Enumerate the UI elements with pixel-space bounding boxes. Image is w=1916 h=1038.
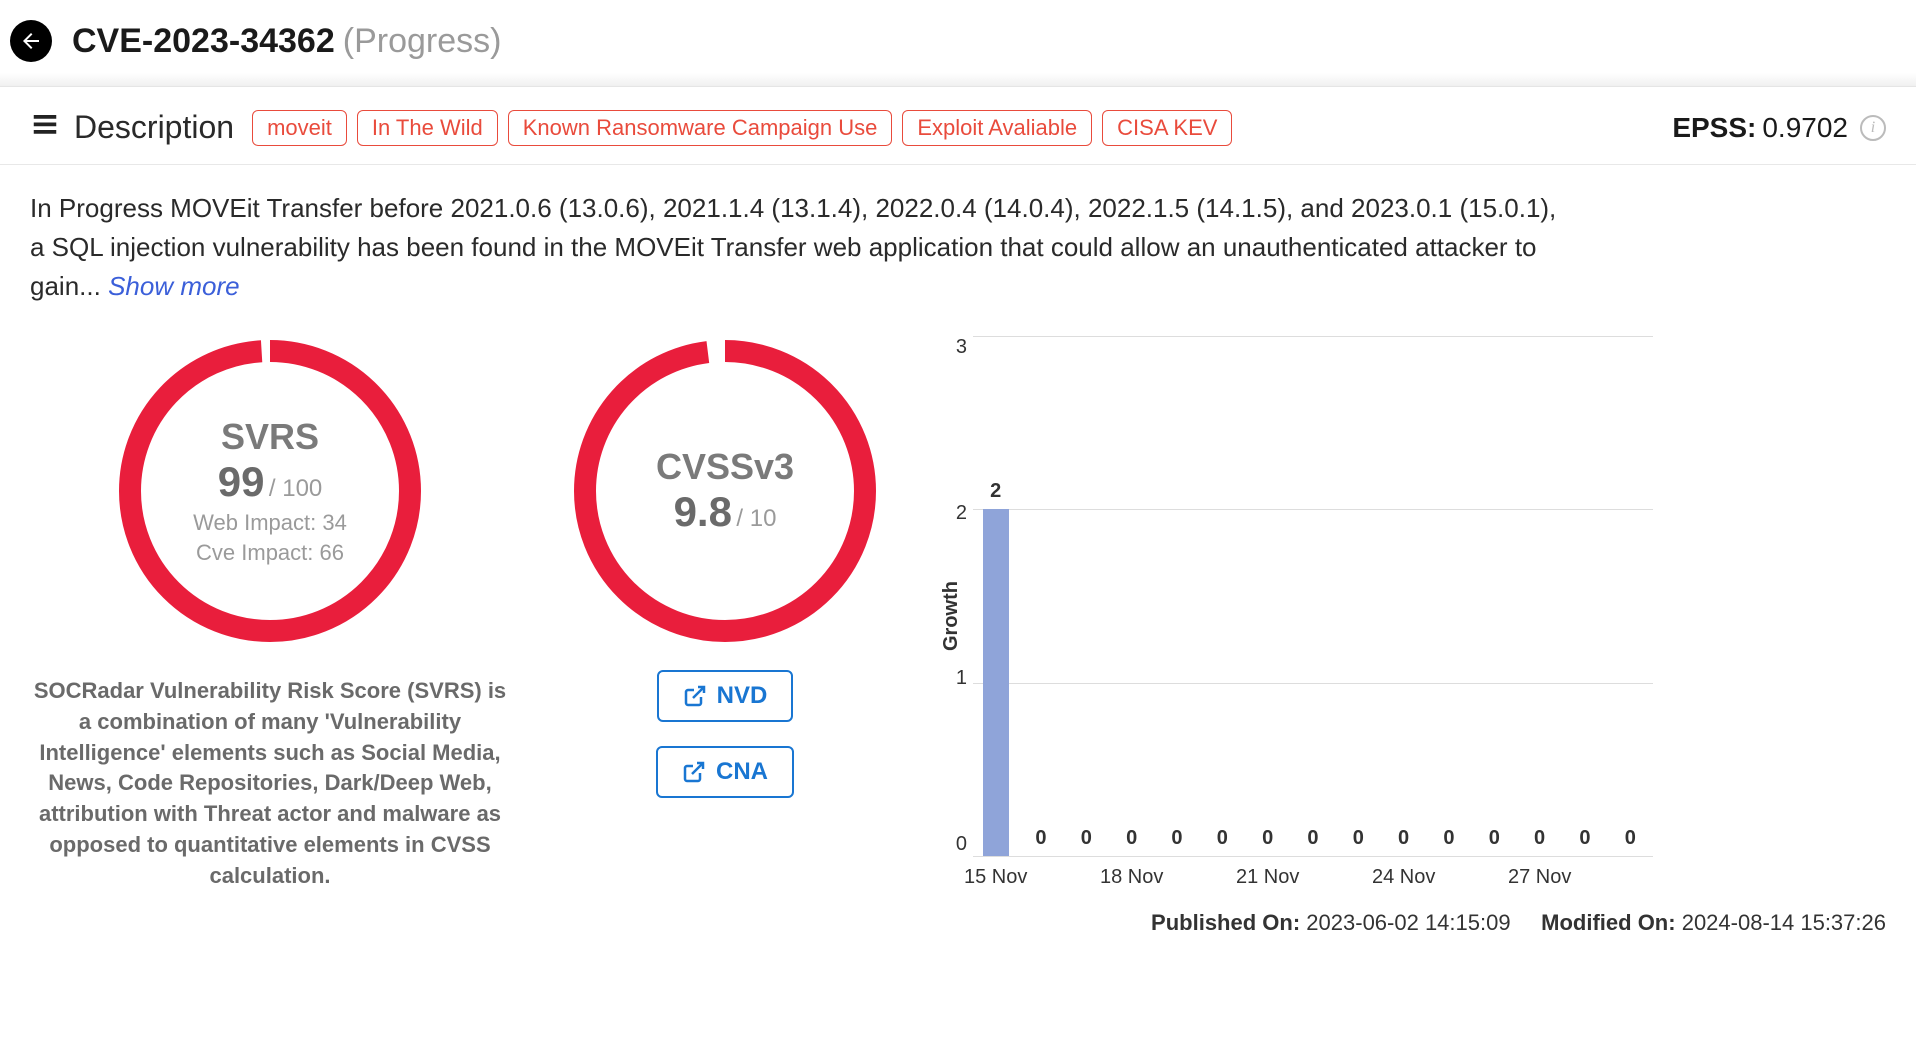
bar-slot: 0 (1064, 336, 1109, 856)
bar-value-label: 0 (1625, 827, 1636, 850)
bar-value-label: 0 (1217, 827, 1228, 850)
svrs-cve-impact: Cve Impact: 66 (196, 540, 344, 566)
bar-value-label: 0 (1035, 827, 1046, 850)
bar-slot: 0 (1608, 336, 1653, 856)
cve-vendor: (Progress) (343, 22, 502, 61)
cvss-title: CVSSv3 (656, 446, 794, 488)
bar-slot: 0 (1472, 336, 1517, 856)
bar-value-label: 0 (1126, 827, 1137, 850)
external-link-icon (682, 760, 706, 784)
back-button[interactable] (10, 20, 52, 62)
modified-label: Modified On: (1541, 910, 1675, 935)
modified-value: 2024-08-14 15:37:26 (1682, 910, 1886, 935)
cna-label: CNA (716, 758, 768, 786)
x-tick: 27 Nov (1508, 866, 1571, 889)
bar-slot: 0 (1290, 336, 1335, 856)
svrs-title: SVRS (221, 416, 319, 458)
bar-value-label: 0 (1534, 827, 1545, 850)
bar-value-label: 0 (1579, 827, 1590, 850)
svrs-description: SOCRadar Vulnerability Risk Score (SVRS)… (30, 676, 510, 892)
description-body: In Progress MOVEit Transfer before 2021.… (30, 193, 1556, 301)
bar-slot: 0 (1109, 336, 1154, 856)
description-label: Description (74, 109, 234, 146)
list-icon (30, 110, 60, 145)
external-link-icon (683, 684, 707, 708)
tag[interactable]: Exploit Avaliable (902, 110, 1092, 146)
svrs-column: SVRS 99 / 100 Web Impact: 34 Cve Impact:… (30, 336, 510, 896)
bar-value-label: 0 (1262, 827, 1273, 850)
show-more-link[interactable]: Show more (108, 271, 240, 301)
published-label: Published On: (1151, 910, 1300, 935)
bar-slot: 0 (1154, 336, 1199, 856)
bar-value-label: 0 (1489, 827, 1500, 850)
y-tick: 0 (943, 833, 967, 856)
bar-slot: 0 (1426, 336, 1471, 856)
svrs-value: 99 (218, 458, 265, 505)
published-value: 2023-06-02 14:15:09 (1306, 910, 1510, 935)
bar-value-label: 0 (1398, 827, 1409, 850)
tag[interactable]: Known Ransomware Campaign Use (508, 110, 893, 146)
svrs-web-impact: Web Impact: 34 (193, 510, 347, 536)
x-tick: 21 Nov (1236, 866, 1299, 889)
bar-slot: 0 (1018, 336, 1063, 856)
bar-slot: 0 (1336, 336, 1381, 856)
nvd-label: NVD (717, 682, 768, 710)
bar-value-label: 0 (1081, 827, 1092, 850)
tag[interactable]: In The Wild (357, 110, 498, 146)
bar-slot: 0 (1381, 336, 1426, 856)
svrs-gauge: SVRS 99 / 100 Web Impact: 34 Cve Impact:… (115, 336, 425, 646)
bar-value-label: 2 (990, 480, 1001, 503)
chart-plot: 3210 200000000000000 15 Nov18 Nov21 Nov2… (973, 336, 1653, 896)
arrow-left-icon (19, 29, 43, 53)
info-icon[interactable]: i (1860, 115, 1886, 141)
x-tick: 15 Nov (964, 866, 1027, 889)
publication-dates: Published On: 2023-06-02 14:15:09 Modifi… (1151, 910, 1886, 936)
tag[interactable]: moveit (252, 110, 347, 146)
x-tick: 18 Nov (1100, 866, 1163, 889)
bar (983, 509, 1009, 856)
cna-link[interactable]: CNA (656, 746, 794, 798)
epss-label: EPSS: (1672, 112, 1756, 144)
description-bar: Description moveit In The Wild Known Ranso… (0, 87, 1916, 165)
bar-value-label: 0 (1171, 827, 1182, 850)
bar-value-label: 0 (1307, 827, 1318, 850)
epss-score: EPSS: 0.9702 i (1672, 112, 1886, 144)
bar-slot: 0 (1517, 336, 1562, 856)
epss-value: 0.9702 (1762, 112, 1848, 144)
nvd-link[interactable]: NVD (657, 670, 794, 722)
cvss-value: 9.8 (674, 488, 732, 535)
bar-slot: 2 (973, 336, 1018, 856)
bar-value-label: 0 (1353, 827, 1364, 850)
tag[interactable]: CISA KEV (1102, 110, 1232, 146)
y-tick: 1 (943, 667, 967, 690)
bar-value-label: 0 (1443, 827, 1454, 850)
y-tick: 2 (943, 502, 967, 525)
cvss-gauge: CVSSv3 9.8 / 10 (570, 336, 880, 646)
main-content: SVRS 99 / 100 Web Impact: 34 Cve Impact:… (0, 316, 1916, 916)
cvss-max: / 10 (736, 505, 776, 532)
bar-slot: 0 (1245, 336, 1290, 856)
page-header: CVE-2023-34362 (Progress) (0, 0, 1916, 87)
x-tick: 24 Nov (1372, 866, 1435, 889)
bar-slot: 0 (1200, 336, 1245, 856)
svrs-max: / 100 (269, 475, 322, 502)
description-text: In Progress MOVEit Transfer before 2021.… (0, 165, 1600, 316)
bar-slot: 0 (1562, 336, 1607, 856)
y-tick: 3 (943, 336, 967, 359)
cve-id: CVE-2023-34362 (72, 22, 335, 61)
cvss-column: CVSSv3 9.8 / 10 NVD CNA (570, 336, 880, 896)
growth-chart: Growth 3210 200000000000000 15 Nov18 Nov… (940, 336, 1886, 896)
